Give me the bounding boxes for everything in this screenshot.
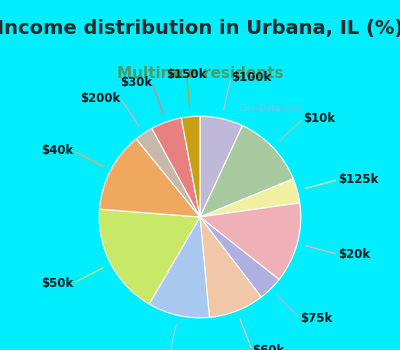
Wedge shape (200, 116, 242, 217)
Text: $20k: $20k (338, 248, 370, 261)
Text: $200k: $200k (80, 92, 120, 105)
Wedge shape (200, 126, 293, 217)
Wedge shape (136, 128, 200, 217)
Text: $60k: $60k (252, 344, 284, 350)
Wedge shape (149, 217, 209, 318)
Text: $125k: $125k (338, 173, 378, 186)
Wedge shape (200, 179, 300, 217)
Text: City-Data.com: City-Data.com (238, 104, 303, 113)
Wedge shape (200, 217, 279, 297)
Text: $40k: $40k (41, 144, 73, 157)
Wedge shape (200, 217, 261, 317)
Wedge shape (200, 203, 301, 280)
Wedge shape (181, 116, 200, 217)
Text: $50k: $50k (41, 277, 73, 290)
Text: $30k: $30k (120, 76, 152, 89)
Text: $75k: $75k (300, 313, 333, 326)
Wedge shape (100, 139, 200, 217)
Text: $10k: $10k (304, 112, 336, 125)
Text: $100k: $100k (231, 71, 271, 84)
Wedge shape (99, 209, 200, 304)
Text: $150k: $150k (166, 68, 207, 81)
Text: Multirace residents: Multirace residents (117, 66, 283, 81)
Text: Income distribution in Urbana, IL (%): Income distribution in Urbana, IL (%) (0, 19, 400, 38)
Wedge shape (152, 118, 200, 217)
